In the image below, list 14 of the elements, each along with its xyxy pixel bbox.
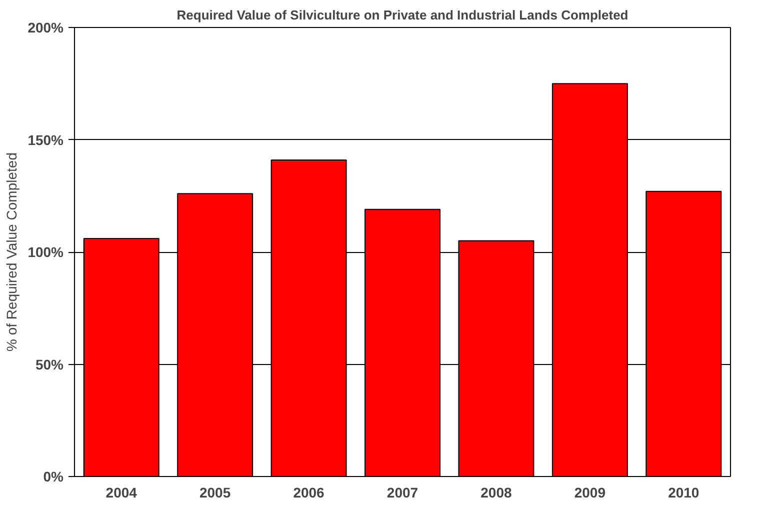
y-tick-label: 0% <box>43 468 64 484</box>
x-tick-label: 2007 <box>386 484 418 500</box>
x-tick-label: 2004 <box>106 484 138 500</box>
y-tick-label: 50% <box>35 356 64 372</box>
y-axis-title: % of Required Value Completed <box>4 152 20 352</box>
x-tick-label: 2009 <box>574 484 606 500</box>
y-tick-label: 100% <box>28 244 64 260</box>
x-tick-label: 2005 <box>200 484 231 500</box>
y-tick-label: 200% <box>28 20 64 36</box>
chart-title: Required Value of Silviculture on Private and Industrial Lands Completed <box>176 8 628 22</box>
y-tick-label: 150% <box>28 132 64 148</box>
x-tick-label: 2008 <box>480 484 512 500</box>
x-tick-label: 2006 <box>293 484 325 500</box>
x-tick-label: 2010 <box>668 484 700 500</box>
